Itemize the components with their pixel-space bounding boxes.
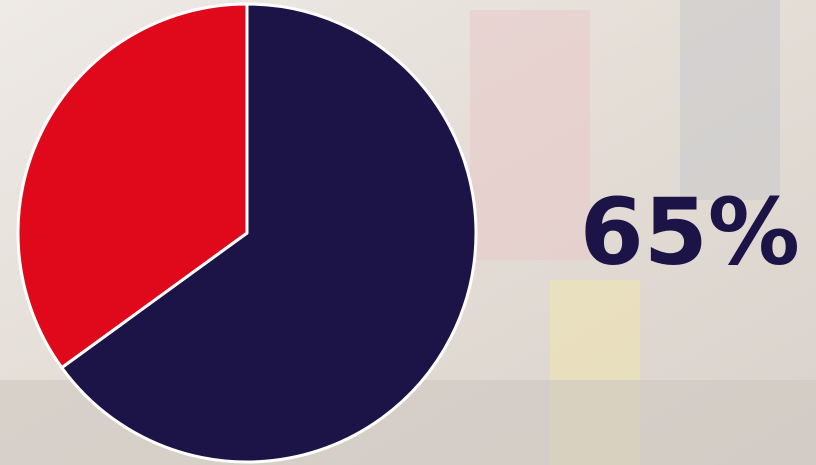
value-label: 65% <box>580 178 800 285</box>
background-banner <box>680 0 780 200</box>
pie-slice <box>16 2 249 370</box>
pie-slice <box>60 2 478 464</box>
background-banner <box>470 10 590 260</box>
